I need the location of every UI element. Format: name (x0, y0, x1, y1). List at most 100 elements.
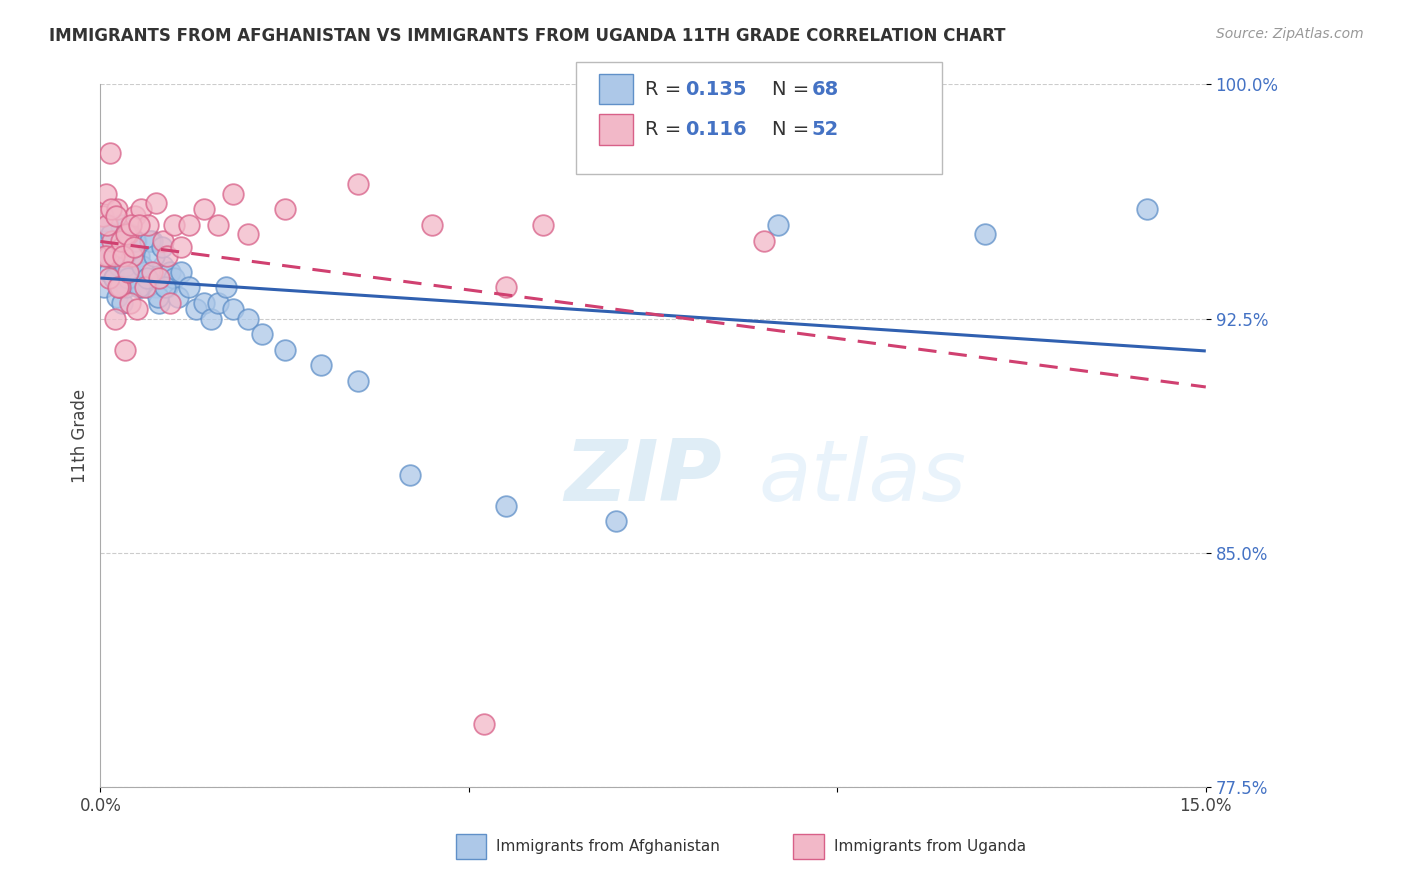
Point (163, 218, 186, 232)
Point (120, 271, 142, 285)
Point (143, 249, 166, 263)
Point (98, 271, 121, 285)
Point (153, 280, 176, 294)
Point (420, 218, 443, 232)
Point (100, 202, 122, 217)
Point (110, 280, 132, 294)
Point (495, 499, 517, 513)
Point (117, 227, 139, 242)
Point (105, 202, 128, 217)
Point (127, 302, 149, 317)
Point (110, 218, 132, 232)
Point (193, 202, 215, 217)
Point (148, 271, 170, 285)
Point (127, 271, 149, 285)
Point (177, 218, 200, 232)
Point (111, 296, 134, 310)
Point (125, 234, 148, 248)
Point (124, 234, 146, 248)
Point (134, 265, 156, 279)
Point (104, 234, 127, 248)
Point (115, 280, 138, 294)
Point (531, 218, 554, 232)
Point (222, 186, 245, 201)
Point (311, 359, 333, 373)
Text: N =: N = (772, 79, 815, 99)
Point (110, 234, 132, 248)
Point (605, 515, 627, 529)
Point (145, 280, 167, 294)
Point (105, 249, 128, 263)
Point (139, 234, 162, 248)
Point (118, 227, 141, 242)
Text: Immigrants from Uganda: Immigrants from Uganda (834, 839, 1026, 854)
Point (273, 202, 295, 217)
Point (96, 218, 118, 232)
Text: 52: 52 (811, 120, 838, 139)
Point (94, 234, 117, 248)
Point (96, 240, 118, 254)
Point (752, 234, 775, 248)
Point (117, 265, 139, 279)
Point (236, 227, 259, 242)
Point (107, 259, 129, 273)
Point (120, 218, 142, 232)
Point (186, 302, 208, 317)
Point (98, 146, 121, 161)
Point (159, 296, 181, 310)
Point (94, 186, 117, 201)
Text: 68: 68 (811, 79, 838, 99)
Point (118, 296, 141, 310)
Point (104, 209, 127, 223)
Point (141, 234, 163, 248)
Point (141, 265, 163, 279)
Point (156, 249, 179, 263)
Point (145, 196, 167, 211)
Text: atlas: atlas (758, 436, 966, 519)
Point (193, 296, 215, 310)
Point (207, 296, 229, 310)
Point (124, 209, 146, 223)
Point (973, 227, 995, 242)
Point (136, 280, 159, 294)
Point (170, 240, 193, 254)
Point (134, 280, 156, 294)
Point (104, 311, 127, 326)
Point (100, 249, 122, 263)
Point (114, 343, 136, 357)
Point (152, 234, 174, 248)
Point (101, 234, 124, 248)
Point (103, 271, 125, 285)
Point (128, 218, 150, 232)
Point (347, 178, 370, 192)
Point (115, 227, 138, 242)
Point (107, 280, 129, 294)
Point (112, 249, 135, 263)
Point (166, 290, 188, 304)
Point (150, 240, 173, 254)
Point (273, 343, 295, 357)
Point (117, 265, 139, 279)
Point (136, 218, 159, 232)
Point (110, 280, 132, 294)
Point (1136, 202, 1159, 217)
Point (97, 249, 120, 263)
Point (156, 280, 179, 294)
Text: 0.116: 0.116 (685, 120, 747, 139)
Point (114, 259, 136, 273)
Point (93, 280, 115, 294)
Text: ZIP: ZIP (565, 436, 723, 519)
Point (94, 249, 117, 263)
Point (91, 209, 114, 223)
Point (177, 280, 200, 294)
Point (128, 280, 150, 294)
Point (170, 265, 193, 279)
Point (97, 249, 120, 263)
Text: N =: N = (772, 120, 815, 139)
Point (111, 240, 134, 254)
Y-axis label: 11th Grade: 11th Grade (72, 389, 89, 483)
Point (122, 240, 145, 254)
Text: R =: R = (645, 120, 688, 139)
Point (98, 265, 121, 279)
Point (100, 227, 122, 242)
